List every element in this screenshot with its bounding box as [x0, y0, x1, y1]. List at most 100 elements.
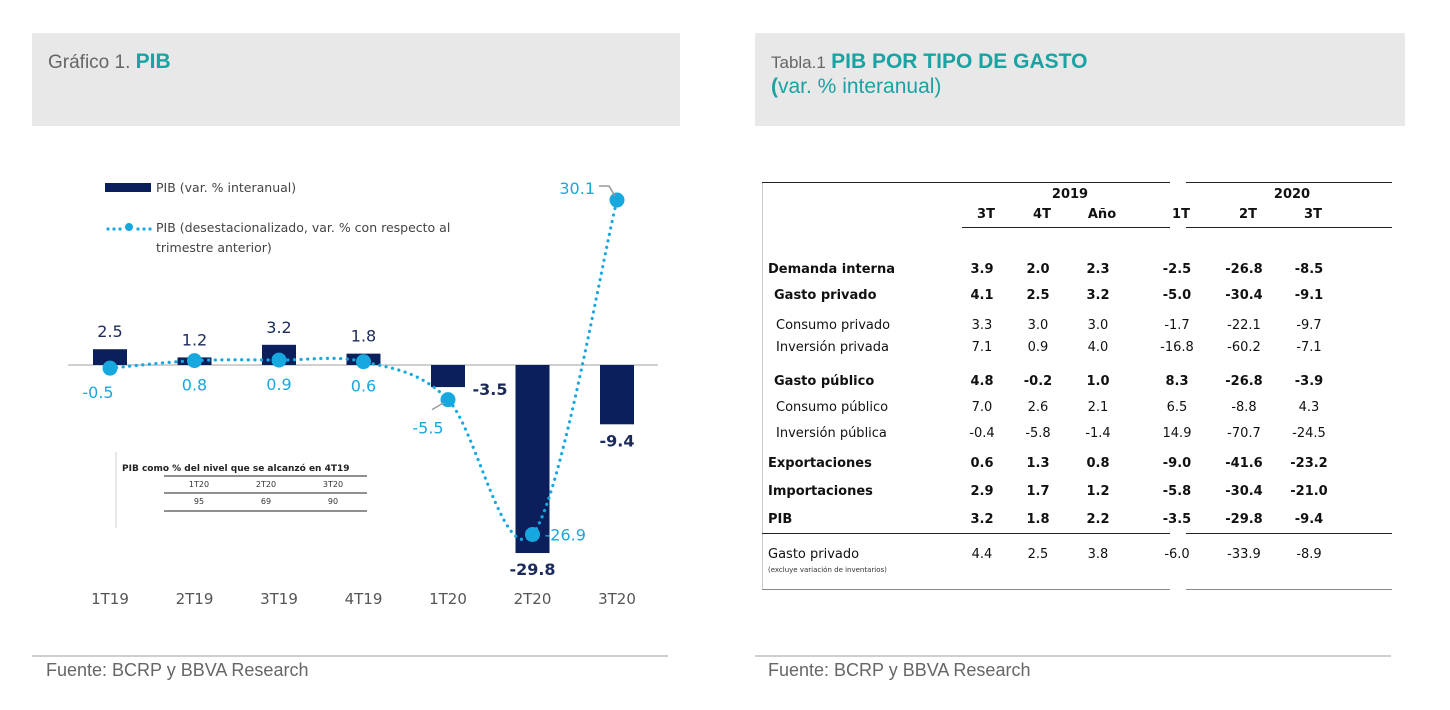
legend-line-swatch: [106, 223, 152, 231]
column-header: 1T: [1172, 207, 1190, 222]
row-label: Demanda interna: [768, 262, 895, 277]
label-leader-line: [431, 402, 445, 411]
x-tick-2T19: 2T19: [176, 590, 214, 608]
table-top-rule: [762, 182, 1170, 183]
line-label-1T20: -5.5: [412, 419, 443, 438]
table-cell: 1.0: [1086, 374, 1110, 389]
row-label: Gasto privado: [774, 288, 877, 303]
line-point-2T19: [187, 353, 202, 369]
legend-bar-swatch: [105, 183, 151, 192]
table-row: Gasto privado 4.4 2.5 3.8 -6.0 -33.9 -8.9: [762, 547, 1392, 567]
table-cell: -70.7: [1227, 426, 1261, 441]
legend: PIB (var. % interanual) PIB (desestacion…: [105, 180, 450, 255]
bar-label-2T19: 1.2: [182, 330, 207, 349]
chart-header: Gráfico 1. PIB: [32, 33, 680, 126]
bar-label-4T19: 1.8: [351, 327, 376, 346]
bar-label-3T19: 3.2: [266, 318, 291, 337]
table-cell: -1.7: [1164, 318, 1190, 333]
bar-3T20: [600, 365, 634, 425]
legend-line-label-2: trimestre anterior): [156, 240, 272, 255]
line-path: [108, 198, 619, 541]
column-header: Año: [1087, 207, 1117, 222]
table-cell: -3.9: [1294, 374, 1324, 389]
table-cell: 3.2: [1086, 288, 1110, 303]
inset-table: PIB como % del nivel que se alcanzó en 4…: [115, 452, 367, 528]
table-cell: 7.1: [971, 340, 993, 355]
row-note: (excluye variación de inventarios): [768, 566, 887, 574]
line-point-1T20: [440, 392, 456, 408]
row-label: Importaciones: [768, 484, 873, 499]
table-row: Consumo público 7.0 2.6 2.1 6.5 -8.8 4.3: [762, 400, 1392, 420]
line-label-2T20: -26.9: [545, 525, 586, 544]
line-label-3T20: 30.1: [559, 179, 595, 198]
gdp-chart: PIB (var. % interanual) PIB (desestacion…: [68, 179, 658, 608]
table-cell: 3.0: [1087, 318, 1109, 333]
pib-rule: [1186, 533, 1392, 534]
table-row: Inversión pública -0.4 -5.8 -1.4 14.9 -70.7 -2…: [762, 426, 1392, 446]
table-row: Demanda interna 3.9 2.0 2.3 -2.5 -26.8 -8.5: [762, 262, 1392, 282]
x-tick-1T20: 1T20: [429, 590, 467, 608]
table-cell: 2.5: [1027, 547, 1049, 562]
pib-rule: [762, 533, 1170, 534]
table-title-main: PIB POR TIPO DE GASTO: [831, 50, 1088, 73]
column-header: 3T: [1304, 207, 1322, 222]
table-cell: 0.6: [970, 456, 994, 471]
table-cell: -6.0: [1164, 547, 1190, 562]
bar-label-1T20: -3.5: [473, 380, 508, 399]
line-series: [102, 192, 625, 542]
bar-label-3T20: -9.4: [600, 431, 635, 450]
inset-cell: 90: [328, 497, 338, 506]
line-point-3T20: [609, 192, 625, 208]
row-label: Consumo privado: [776, 318, 891, 333]
table-cell: 1.7: [1026, 484, 1050, 499]
table-header: Tabla.1 PIB POR TIPO DE GASTO (var. % in…: [755, 33, 1405, 126]
table-cell: -21.0: [1290, 484, 1328, 499]
table-cell: -30.4: [1225, 484, 1263, 499]
table-cell: -24.5: [1292, 426, 1326, 441]
x-tick-3T19: 3T19: [260, 590, 298, 608]
table-cell: 14.9: [1162, 426, 1192, 441]
bar-label-1T19: 2.5: [97, 322, 122, 341]
x-tick-3T20: 3T20: [598, 590, 636, 608]
table-cell: 3.9: [970, 262, 994, 277]
table-row: Inversión privada 7.1 0.9 4.0 -16.8 -60.2 -7.1: [762, 340, 1392, 360]
table-cell: 7.0: [971, 400, 993, 415]
x-tick-1T19: 1T19: [91, 590, 129, 608]
table-cell: 0.9: [1027, 340, 1049, 355]
table-cell: -30.4: [1225, 288, 1263, 303]
table-cell: -9.4: [1294, 512, 1324, 527]
table-cell: -23.2: [1290, 456, 1328, 471]
table-cell: -33.9: [1227, 547, 1261, 562]
table-title-prefix: Tabla.1: [771, 53, 826, 72]
header-rule: [1186, 227, 1392, 228]
table-cell: 4.1: [970, 288, 994, 303]
line-point-1T19: [102, 360, 118, 376]
table-cell: -41.6: [1225, 456, 1263, 471]
bar-1T19: [93, 349, 127, 365]
bar-2T20: [515, 365, 550, 554]
table-cell: -26.8: [1225, 374, 1263, 389]
table-cell: -3.5: [1162, 512, 1192, 527]
table-cell: 1.2: [1086, 484, 1110, 499]
table-cell: 2.6: [1027, 400, 1049, 415]
inset-cell: 69: [261, 497, 271, 506]
table-cell: -60.2: [1227, 340, 1261, 355]
table-cell: -16.8: [1160, 340, 1194, 355]
x-axis-ticks: 1T19 2T19 3T19 4T19 1T20 2T20 3T20: [91, 590, 636, 608]
bar-label-2T20: -29.8: [509, 560, 555, 579]
table-cell: 2.9: [970, 484, 994, 499]
column-header: 4T: [1033, 207, 1051, 222]
inset-cell: 95: [194, 497, 204, 506]
table-cell: -0.4: [969, 426, 995, 441]
table-cell: 2.0: [1026, 262, 1050, 277]
table-cell: 6.5: [1166, 400, 1188, 415]
row-label: Inversión pública: [776, 426, 887, 441]
table-row: Importaciones 2.9 1.7 1.2 -5.8 -30.4 -21.0: [762, 484, 1392, 504]
legend-line-label-1: PIB (desestacionalizado, var. % con resp…: [156, 220, 450, 235]
line-point-3T19: [271, 352, 287, 368]
table-cell: 1.8: [1026, 512, 1050, 527]
line-label-4T19: 0.6: [351, 377, 376, 396]
chart-title-prefix: Gráfico 1.: [48, 52, 131, 73]
column-header: 2T: [1239, 207, 1257, 222]
table-cell: -1.4: [1085, 426, 1111, 441]
